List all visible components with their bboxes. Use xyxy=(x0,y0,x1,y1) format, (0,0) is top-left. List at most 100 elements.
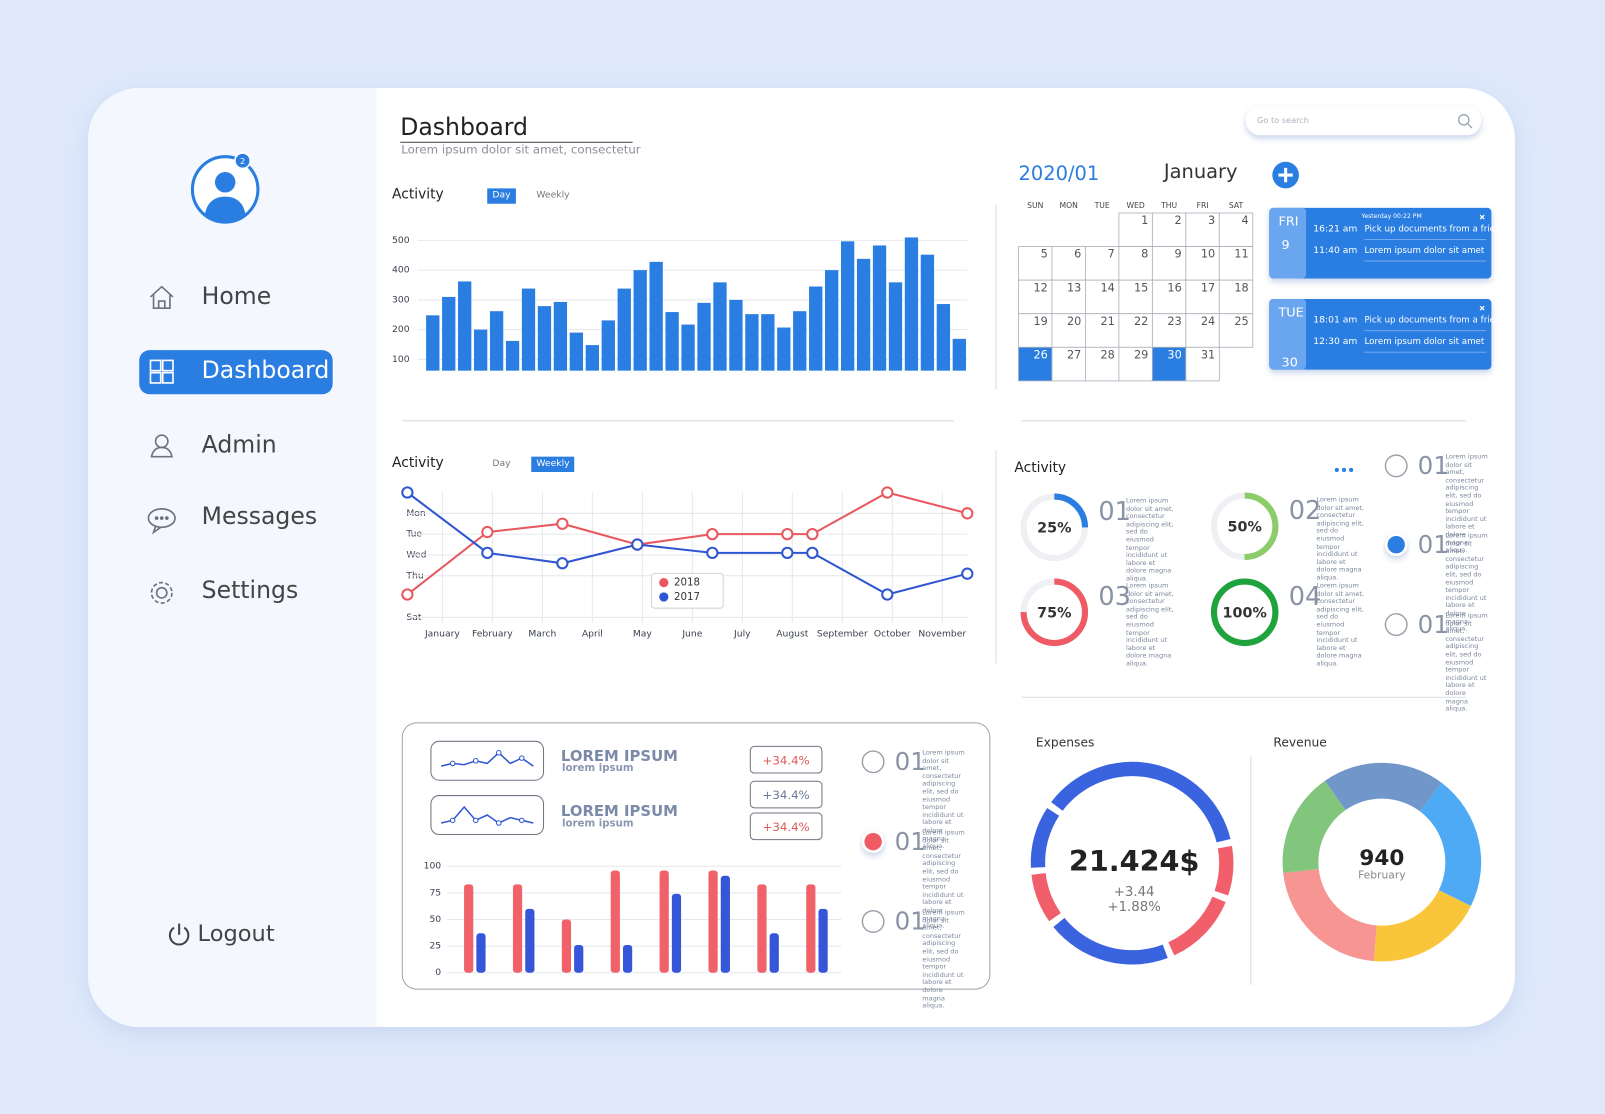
bar xyxy=(476,933,486,973)
calendar-day[interactable] xyxy=(1185,279,1220,315)
calendar-day[interactable] xyxy=(1051,279,1086,315)
radio[interactable] xyxy=(1384,613,1408,637)
close-icon[interactable] xyxy=(1479,214,1485,220)
y-tick-label: 300 xyxy=(392,294,410,305)
calendar-day-number[interactable]: 28 xyxy=(1100,348,1114,361)
calendar-day-number[interactable]: 2 xyxy=(1175,214,1182,227)
nav-active-bg[interactable] xyxy=(139,350,333,395)
bar xyxy=(537,306,552,371)
calendar-day-number[interactable]: 15 xyxy=(1134,281,1148,294)
radio[interactable] xyxy=(861,910,885,933)
calendar-day[interactable] xyxy=(1151,313,1187,348)
toggle-button[interactable]: Day xyxy=(492,458,511,469)
calendar-day-number[interactable]: 1 xyxy=(1141,214,1148,227)
calendar-day-number[interactable]: 12 xyxy=(1034,281,1048,294)
calendar-day-number[interactable]: 3 xyxy=(1208,214,1215,227)
bar xyxy=(920,254,935,371)
calendar-day-number[interactable]: 5 xyxy=(1041,248,1048,261)
donut-segment xyxy=(1031,873,1061,922)
search-box[interactable] xyxy=(1245,106,1482,136)
sparkline-point xyxy=(519,817,525,824)
progress-label: 25% xyxy=(1037,520,1071,536)
calendar-day-number[interactable]: 31 xyxy=(1201,348,1215,361)
calendar-day-number[interactable]: 17 xyxy=(1201,281,1215,294)
calendar-day-number[interactable]: 13 xyxy=(1067,281,1081,294)
calendar-day-number[interactable]: 14 xyxy=(1100,281,1114,294)
x-tick-label: September xyxy=(817,628,868,639)
calendar-day-number[interactable]: 24 xyxy=(1201,315,1215,328)
event-date: 9 xyxy=(1281,236,1290,252)
home-icon xyxy=(149,285,174,310)
calendar-day-number[interactable]: 26 xyxy=(1034,348,1048,361)
nav-item[interactable]: Admin xyxy=(201,432,277,459)
summary-title: LOREM IPSUM xyxy=(560,803,678,821)
radio-dot xyxy=(1387,536,1405,554)
calendar-day-number[interactable]: 20 xyxy=(1067,315,1081,328)
calendar-day-number[interactable]: 21 xyxy=(1100,315,1114,328)
x-tick-label: October xyxy=(874,628,911,639)
calendar-day[interactable] xyxy=(1018,246,1053,281)
calendar-day[interactable] xyxy=(1185,246,1220,281)
bar xyxy=(840,241,855,371)
search-placeholder[interactable]: Go to search xyxy=(1256,115,1309,125)
calendar-day-number[interactable]: 29 xyxy=(1134,348,1148,361)
radio[interactable] xyxy=(1384,454,1408,478)
calendar-day-number[interactable]: 16 xyxy=(1167,281,1181,294)
calendar-day-number[interactable]: 22 xyxy=(1134,315,1148,328)
calendar-day-number[interactable]: 6 xyxy=(1074,248,1081,261)
calendar-day-number[interactable]: 18 xyxy=(1234,281,1248,294)
calendar-day[interactable] xyxy=(1051,246,1086,281)
logout-label[interactable]: Logout xyxy=(197,921,275,948)
calendar-day[interactable] xyxy=(1085,346,1120,382)
toggle-button[interactable]: Day xyxy=(487,188,516,204)
more-menu[interactable] xyxy=(1334,467,1354,473)
nav-item[interactable]: Settings xyxy=(201,577,299,605)
calendar-day-number[interactable]: 23 xyxy=(1167,315,1181,328)
radio-desc: Lorem ipsum dolor sit amet, consectetur … xyxy=(1445,531,1488,633)
bar xyxy=(659,870,669,973)
calendar-day-number[interactable]: 8 xyxy=(1141,248,1148,261)
close-icon[interactable] xyxy=(1479,305,1485,311)
calendar-day-number[interactable]: 10 xyxy=(1201,248,1215,261)
calendar-day-number[interactable]: 4 xyxy=(1242,214,1249,227)
calendar-day[interactable] xyxy=(1118,246,1153,281)
calendar-day-number[interactable]: 27 xyxy=(1067,348,1081,361)
calendar-day[interactable] xyxy=(1018,313,1053,348)
nav-item[interactable]: Dashboard xyxy=(201,357,330,384)
progress-desc: Lorem ipsum dolor sit amet, consectetur … xyxy=(1316,495,1365,582)
calendar-day-number[interactable]: 19 xyxy=(1034,315,1048,328)
calendar-day-number[interactable]: 9 xyxy=(1175,248,1182,261)
calendar-day[interactable] xyxy=(1218,279,1254,315)
calendar-day[interactable] xyxy=(1118,313,1153,348)
bar xyxy=(777,327,791,371)
calendar-day-number[interactable]: 25 xyxy=(1234,315,1248,328)
bar xyxy=(617,288,631,371)
bar xyxy=(936,304,951,371)
line-point xyxy=(706,527,719,541)
calendar-day[interactable] xyxy=(1151,212,1187,247)
calendar-day[interactable] xyxy=(1185,346,1220,382)
calendar-day[interactable] xyxy=(1118,212,1153,247)
toggle-button[interactable]: Weekly xyxy=(536,190,570,201)
calendar-day[interactable] xyxy=(1018,346,1053,382)
calendar-day-number[interactable]: 30 xyxy=(1167,348,1181,361)
calendar-day[interactable] xyxy=(1218,212,1254,247)
toggle-button[interactable]: Weekly xyxy=(531,456,575,473)
bar xyxy=(505,340,520,371)
calendar-day-number[interactable]: 7 xyxy=(1108,248,1115,261)
calendar-day[interactable] xyxy=(1051,346,1086,382)
nav-item[interactable]: Messages xyxy=(201,503,318,531)
calendar-day[interactable] xyxy=(1085,279,1120,315)
bar xyxy=(806,884,816,973)
event-day: FRI xyxy=(1278,212,1299,229)
line-point xyxy=(781,527,794,541)
radio-desc: Lorem ipsum dolor sit amet, consectetur … xyxy=(922,908,965,1010)
radio[interactable] xyxy=(861,750,885,774)
calendar-day[interactable] xyxy=(1218,246,1254,281)
nav-item[interactable]: Home xyxy=(201,283,272,311)
calendar-day-number[interactable]: 11 xyxy=(1234,248,1248,261)
calendar-day[interactable] xyxy=(1218,313,1254,348)
bar xyxy=(442,296,456,371)
